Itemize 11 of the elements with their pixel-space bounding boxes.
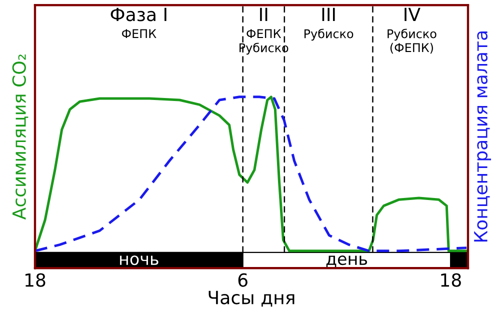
x-tick-label: 6 (238, 273, 248, 287)
text: день (326, 256, 368, 268)
text: Фаза I ФЕПК (110, 8, 166, 38)
x-tick-label: 18 (25, 273, 46, 287)
text: IV Рубиско (ФЕПК) (388, 8, 436, 54)
x-axis-title: Часы дня (208, 290, 294, 307)
y-axis-title: Ассимиляция CO₂ (12, 54, 28, 220)
y2-axis-title: Концентрация малата (474, 32, 492, 242)
text: III Рубиско (304, 8, 354, 41)
text: ночь (120, 256, 158, 266)
x-tick-label: 18 (441, 273, 461, 287)
